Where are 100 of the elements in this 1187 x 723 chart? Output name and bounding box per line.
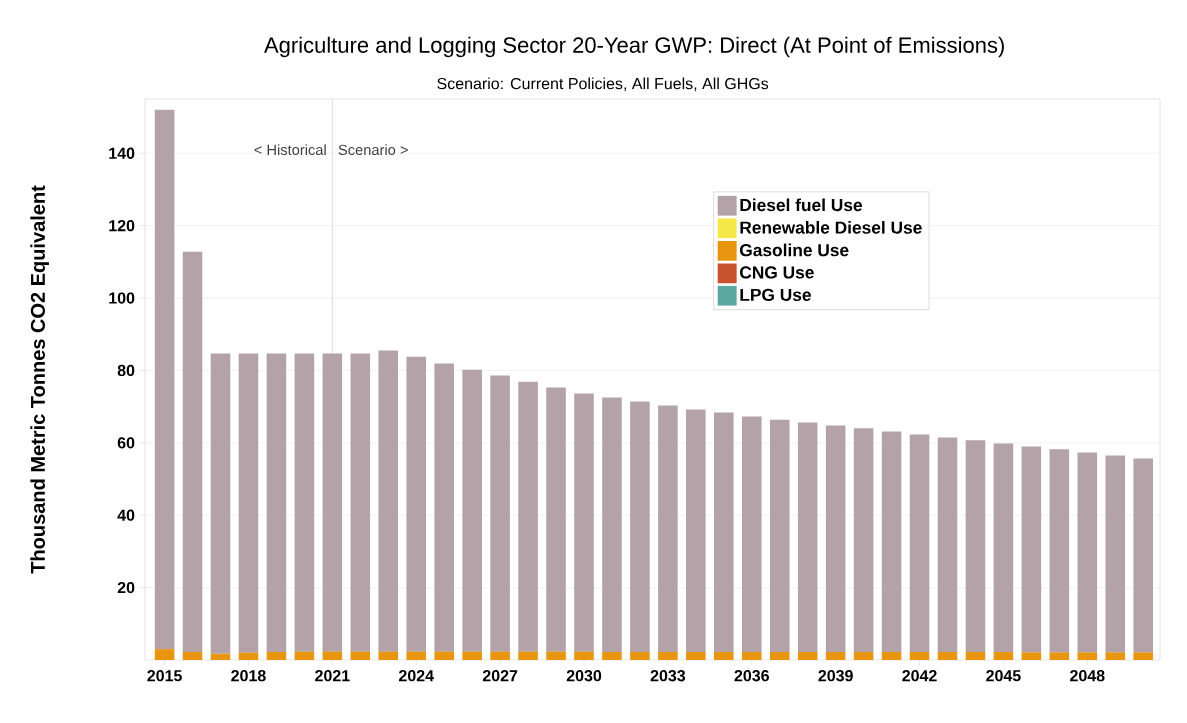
bar — [1133, 652, 1154, 660]
legend-label: CNG Use — [740, 266, 814, 279]
x-tick-label: 2027 — [482, 670, 518, 682]
bar — [266, 652, 287, 660]
y-tick-label: 60 — [117, 437, 135, 449]
bar — [322, 651, 343, 660]
bar — [797, 652, 818, 660]
bar — [686, 409, 706, 653]
bar — [741, 416, 762, 653]
bar — [1049, 449, 1070, 653]
bar — [686, 652, 706, 660]
bar — [993, 652, 1014, 660]
bar — [909, 652, 930, 660]
bar — [993, 443, 1014, 653]
bar — [937, 437, 958, 653]
bar — [462, 369, 482, 652]
x-tick-label: 2036 — [734, 670, 769, 682]
bar — [658, 405, 678, 653]
bar — [182, 652, 203, 660]
bar — [322, 353, 343, 652]
bar — [182, 251, 203, 653]
bar — [210, 653, 231, 660]
bar — [1105, 652, 1126, 660]
bar — [881, 652, 902, 660]
bar — [1021, 652, 1042, 660]
bar — [825, 425, 846, 653]
bar — [154, 649, 175, 660]
x-tick-label: 2048 — [1070, 670, 1105, 682]
bar — [154, 109, 175, 650]
bar — [1021, 446, 1042, 653]
bar — [462, 651, 482, 660]
bar — [965, 440, 986, 653]
bar — [797, 422, 818, 653]
bar — [434, 651, 454, 660]
annotation: Scenario > — [338, 144, 408, 156]
bar — [881, 431, 902, 653]
y-axis-title: Thousand Metric Tonnes CO2 Equivalent — [30, 185, 49, 574]
chart-title: Agriculture and Logging Sector 20-Year GWP: Direct (At Point of Emissions) — [264, 36, 1004, 58]
bar — [658, 652, 678, 660]
legend-label: Diesel fuel Use — [740, 198, 863, 212]
bar — [1049, 652, 1070, 660]
x-tick-label: 2021 — [315, 670, 350, 682]
legend-label: Renewable Diesel Use — [740, 221, 922, 234]
y-tick-label: 140 — [109, 147, 135, 159]
bar — [518, 381, 538, 652]
x-tick-label: 2045 — [986, 670, 1021, 682]
bar — [769, 419, 790, 653]
bar — [714, 412, 734, 653]
bar — [406, 651, 427, 660]
bar — [238, 353, 259, 653]
y-tick-label: 40 — [117, 509, 135, 521]
bar — [546, 651, 566, 660]
bar — [210, 353, 231, 654]
bar — [518, 651, 538, 660]
bar — [714, 652, 734, 660]
y-tick-label: 20 — [117, 581, 135, 594]
bar — [490, 651, 510, 660]
bar — [965, 652, 986, 660]
x-tick-label: 2024 — [399, 670, 434, 682]
y-tick-label: 80 — [117, 364, 135, 377]
bar — [937, 652, 958, 660]
bar — [1105, 455, 1126, 653]
bar — [238, 652, 259, 660]
bar — [602, 397, 622, 653]
bar — [378, 350, 399, 652]
x-tick-label: 2042 — [902, 670, 937, 682]
bar — [853, 652, 874, 660]
bar — [630, 652, 650, 660]
bar — [294, 353, 315, 652]
bar — [574, 651, 594, 660]
bar — [853, 428, 874, 653]
y-tick-label: 100 — [109, 292, 135, 304]
bar — [1077, 652, 1098, 660]
x-tick-label: 2030 — [566, 670, 602, 682]
chart-subtitle: Scenario: Current Policies, All Fuels, All GHGs — [437, 77, 769, 92]
bar — [825, 652, 846, 660]
bar — [266, 353, 287, 653]
bar — [574, 393, 594, 652]
bar — [741, 652, 762, 660]
legend-label: Gasoline Use — [740, 243, 849, 257]
bar — [378, 651, 399, 660]
legend-label: LPG Use — [740, 288, 811, 301]
bar — [294, 651, 315, 660]
x-tick-label: 2018 — [231, 670, 266, 682]
y-tick-label: 120 — [109, 220, 135, 232]
x-tick-label: 2015 — [147, 670, 182, 682]
bar — [350, 353, 371, 652]
bar — [406, 356, 427, 652]
annotation: < Historical — [254, 144, 326, 156]
bar — [1133, 458, 1154, 653]
bar — [909, 434, 930, 653]
bar — [350, 651, 371, 660]
bar — [490, 375, 510, 652]
bar — [434, 363, 454, 652]
bar — [630, 401, 650, 653]
bar — [1077, 452, 1098, 653]
bar — [546, 387, 566, 652]
x-tick-label: 2033 — [650, 670, 686, 682]
bar — [769, 652, 790, 660]
x-tick-label: 2039 — [818, 670, 853, 682]
